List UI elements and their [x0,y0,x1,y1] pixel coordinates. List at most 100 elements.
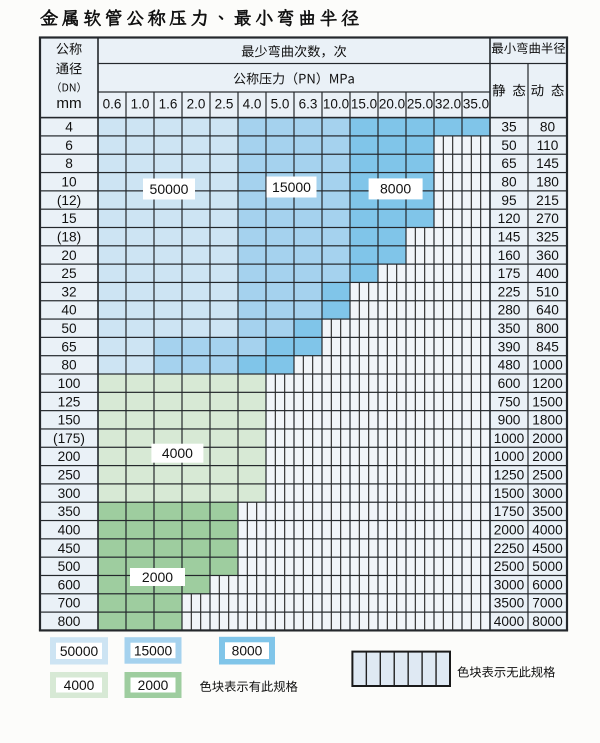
svg-text:4: 4 [65,120,73,135]
svg-text:600: 600 [498,376,521,391]
svg-text:50000: 50000 [60,644,99,659]
svg-text:4000: 4000 [64,678,95,693]
svg-text:325: 325 [536,229,559,244]
svg-text:900: 900 [498,413,521,428]
svg-text:1250: 1250 [494,468,525,483]
svg-text:500: 500 [58,559,81,574]
svg-text:7000: 7000 [532,596,563,611]
svg-text:1500: 1500 [494,486,525,501]
svg-text:80: 80 [540,120,556,135]
svg-text:400: 400 [536,266,559,281]
svg-text:145: 145 [536,156,559,171]
svg-text:2000: 2000 [142,569,173,585]
svg-text:4000: 4000 [494,614,525,629]
svg-text:4000: 4000 [162,445,193,461]
svg-text:100: 100 [58,376,81,391]
svg-text:8: 8 [65,156,73,171]
svg-text:35: 35 [501,120,517,135]
svg-text:250: 250 [58,468,81,483]
svg-text:mm: mm [56,95,81,112]
svg-text:25.0: 25.0 [407,97,433,112]
svg-text:1500: 1500 [532,394,563,409]
svg-text:3000: 3000 [494,577,525,592]
svg-text:6.3: 6.3 [299,97,318,112]
svg-text:2.0: 2.0 [187,97,206,112]
svg-text:280: 280 [498,303,521,318]
svg-text:400: 400 [58,523,81,538]
svg-text:1000: 1000 [532,358,563,373]
svg-text:360: 360 [536,248,559,263]
svg-text:175: 175 [498,266,521,281]
svg-text:390: 390 [498,339,521,354]
svg-text:2500: 2500 [532,468,563,483]
svg-text:0.6: 0.6 [103,97,122,112]
svg-text:8000: 8000 [232,644,263,659]
svg-text:600: 600 [58,577,81,592]
svg-text:1200: 1200 [532,376,563,391]
svg-text:(175): (175) [53,431,85,446]
svg-text:1000: 1000 [494,449,525,464]
svg-text:(18): (18) [57,229,81,244]
svg-text:3000: 3000 [532,486,563,501]
svg-text:845: 845 [536,339,559,354]
svg-text:200: 200 [58,449,81,464]
svg-text:350: 350 [498,321,521,336]
svg-text:8000: 8000 [380,181,411,197]
svg-text:50: 50 [501,138,517,153]
svg-text:350: 350 [58,504,81,519]
svg-text:40: 40 [61,303,77,318]
svg-text:2500: 2500 [494,559,525,574]
svg-text:35.0: 35.0 [463,97,489,112]
svg-text:110: 110 [537,138,559,153]
svg-text:700: 700 [58,596,81,611]
svg-text:32.0: 32.0 [435,97,461,112]
svg-text:1750: 1750 [494,504,525,519]
svg-text:(12): (12) [57,193,81,208]
svg-text:80: 80 [501,175,517,190]
svg-text:15.0: 15.0 [351,97,377,112]
svg-text:5.0: 5.0 [271,97,290,112]
svg-text:10: 10 [61,175,77,190]
svg-text:2000: 2000 [138,678,169,693]
svg-text:10.0: 10.0 [323,97,349,112]
svg-text:2.5: 2.5 [215,97,234,112]
svg-text:20: 20 [61,248,77,263]
svg-text:4000: 4000 [532,523,563,538]
svg-text:120: 120 [498,211,521,226]
svg-text:270: 270 [536,211,559,226]
svg-text:480: 480 [498,358,521,373]
svg-text:65: 65 [501,156,517,171]
svg-text:450: 450 [58,541,81,556]
svg-text:125: 125 [58,394,81,409]
svg-text:510: 510 [536,284,559,299]
svg-text:180: 180 [536,175,559,190]
svg-text:1000: 1000 [494,431,525,446]
svg-text:80: 80 [61,358,77,373]
svg-text:1800: 1800 [532,413,563,428]
svg-text:8000: 8000 [532,614,563,629]
svg-text:3500: 3500 [494,596,525,611]
svg-text:160: 160 [498,248,521,263]
svg-text:800: 800 [58,614,81,629]
svg-text:65: 65 [61,339,77,354]
svg-text:15: 15 [61,211,77,226]
svg-text:25: 25 [61,266,77,281]
svg-text:145: 145 [498,229,521,244]
svg-text:2000: 2000 [532,431,563,446]
svg-text:3500: 3500 [532,504,563,519]
svg-text:50000: 50000 [150,181,189,197]
svg-text:32: 32 [61,284,76,299]
svg-text:95: 95 [501,193,517,208]
svg-text:2000: 2000 [532,449,563,464]
svg-text:50: 50 [61,321,77,336]
svg-text:4500: 4500 [532,541,563,556]
svg-text:6000: 6000 [532,577,563,592]
svg-text:2250: 2250 [494,541,525,556]
svg-text:15000: 15000 [134,643,173,658]
svg-text:20.0: 20.0 [379,97,405,112]
svg-text:300: 300 [58,486,81,501]
svg-text:225: 225 [498,284,521,299]
svg-text:6: 6 [65,138,73,153]
svg-text:215: 215 [536,193,559,208]
svg-text:5000: 5000 [532,559,563,574]
